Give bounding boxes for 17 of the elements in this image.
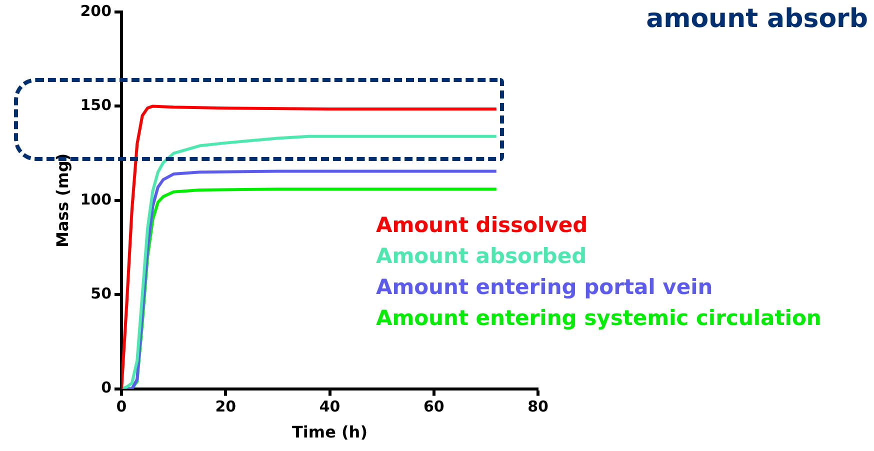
- x-tick-label: 40: [319, 398, 340, 416]
- text: Amount absorbed: [376, 243, 588, 270]
- text: Amount entering portal vein: [376, 274, 714, 301]
- y-tick-label: 200: [80, 2, 112, 20]
- text: amount absorb: [646, 4, 868, 34]
- x-tick-label: 20: [215, 398, 236, 416]
- x-tick-label: 60: [423, 398, 444, 416]
- x-tick-label: 0: [116, 398, 127, 416]
- text: Amount dissolved: [376, 212, 589, 239]
- y-tick-label: 0: [101, 378, 112, 397]
- text: Amount entering systemic circulation: [376, 305, 822, 332]
- y-tick-label: 150: [80, 96, 112, 114]
- y-axis-title: Mass (mg): [52, 153, 72, 248]
- x-axis-title: Time (h): [292, 422, 368, 442]
- y-tick-label: 50: [90, 284, 112, 302]
- y-tick-label: 100: [80, 190, 112, 208]
- x-tick-label: 80: [528, 398, 548, 416]
